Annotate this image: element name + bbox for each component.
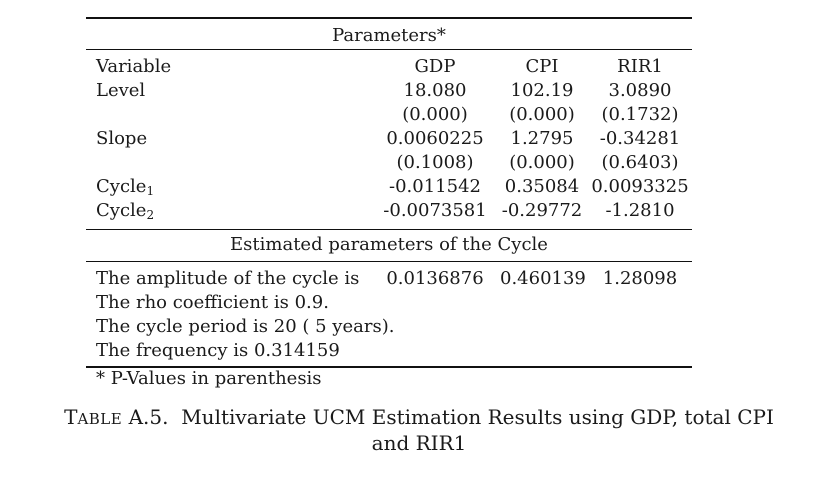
row-label-cycle2: Cycle2 — [96, 200, 154, 222]
cell-slope-pvalue-rir1: (0.6403) — [601, 152, 679, 173]
header-cpi: CPI — [525, 56, 559, 77]
header-variable: Variable — [96, 56, 172, 77]
header-rir1: RIR1 — [617, 56, 663, 77]
cycle2-label-text: Cycle — [96, 200, 147, 221]
caption-title: Multivariate UCM Estimation Results usin… — [181, 405, 774, 429]
cell-cycle1-gdp: -0.011542 — [389, 176, 481, 197]
table-title: Parameters* — [332, 25, 446, 46]
cell-cycle2-cpi: -0.29772 — [501, 200, 583, 221]
cell-cycle1-rir1: 0.0093325 — [591, 176, 689, 197]
cell-level-gdp: 18.080 — [403, 80, 467, 101]
bottom-rule — [86, 366, 692, 368]
note-rho: The rho coefficient is 0.9. — [96, 292, 329, 313]
row-label-slope: Slope — [96, 128, 148, 149]
caption-prefix-initial: T — [64, 405, 78, 429]
amplitude-cpi: 0.460139 — [500, 268, 586, 289]
table-caption-line1: TABLE A.5. Multivariate UCM Estimation R… — [0, 405, 838, 431]
cell-slope-gdp: 0.0060225 — [386, 128, 484, 149]
footnote: * P-Values in parenthesis — [96, 368, 322, 389]
row-label-cycle1: Cycle1 — [96, 176, 154, 198]
cell-level-pvalue-cpi: (0.000) — [509, 104, 575, 125]
cycle1-label-text: Cycle — [96, 176, 147, 197]
caption-prefix-rest: ABLE — [77, 410, 123, 428]
cycle1-subscript: 1 — [146, 184, 155, 198]
note-period: The cycle period is 20 ( 5 years). — [96, 316, 395, 337]
cycle2-subscript: 2 — [146, 208, 155, 222]
amplitude-label: The amplitude of the cycle is — [96, 268, 360, 289]
table-caption-line2: and RIR1 — [371, 431, 467, 455]
section-title-cycle-parameters: Estimated parameters of the Cycle — [230, 234, 548, 255]
cell-level-pvalue-gdp: (0.000) — [402, 104, 468, 125]
mid-rule-top — [86, 229, 692, 230]
amplitude-rir1: 1.28098 — [602, 268, 678, 289]
cell-slope-rir1: -0.34281 — [599, 128, 681, 149]
cell-level-cpi: 102.19 — [510, 80, 574, 101]
cell-cycle2-gdp: -0.0073581 — [383, 200, 487, 221]
row-label-level: Level — [96, 80, 146, 101]
cell-level-rir1: 3.0890 — [608, 80, 672, 101]
cell-level-pvalue-rir1: (0.1732) — [601, 104, 679, 125]
cell-slope-pvalue-gdp: (0.1008) — [396, 152, 474, 173]
title-rule — [86, 49, 692, 50]
header-gdp: GDP — [414, 56, 456, 77]
cell-cycle2-rir1: -1.2810 — [605, 200, 675, 221]
top-rule — [86, 17, 692, 19]
cell-cycle1-cpi: 0.35084 — [504, 176, 580, 197]
caption-number: A.5. — [128, 405, 169, 429]
cell-slope-cpi: 1.2795 — [510, 128, 574, 149]
note-frequency: The frequency is 0.314159 — [96, 340, 340, 361]
mid-rule-bottom — [86, 261, 692, 262]
amplitude-gdp: 0.0136876 — [386, 268, 484, 289]
cell-slope-pvalue-cpi: (0.000) — [509, 152, 575, 173]
